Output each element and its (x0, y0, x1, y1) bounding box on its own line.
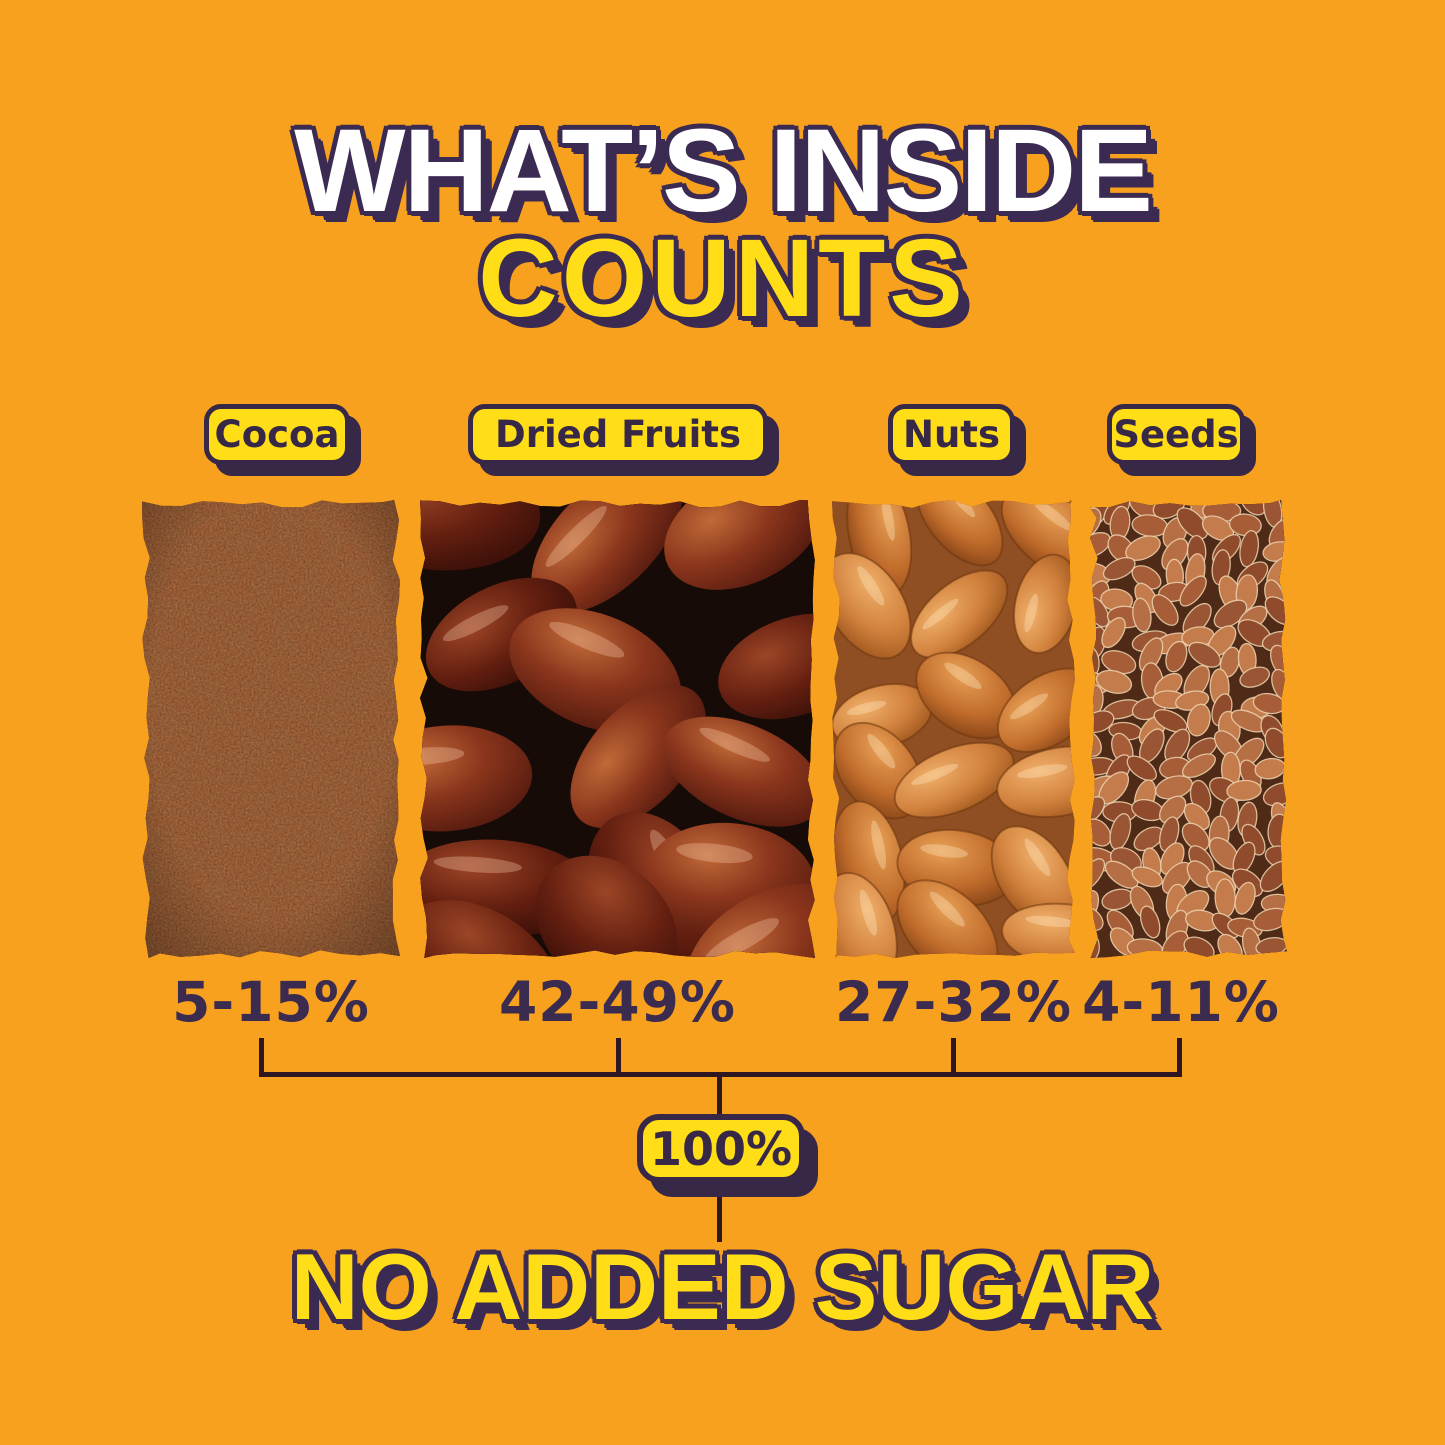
label-nuts: Nuts (902, 413, 1001, 456)
bracket-stem-bottom (717, 1190, 722, 1242)
no-added-sugar-caption: NO ADDED SUGAR (290, 1234, 1155, 1339)
bracket-tick-nuts (951, 1038, 956, 1075)
almonds-photo (832, 500, 1075, 958)
bracket-stem-top (717, 1077, 722, 1121)
label-pill-seeds: Seeds (1107, 404, 1245, 465)
label-seeds: Seeds (1113, 413, 1239, 456)
percent-cocoa: 5-15% (172, 970, 370, 1034)
page-title: WHAT’S INSIDE COUNTS (0, 105, 1445, 340)
bracket-horizontal-line (259, 1072, 1182, 1077)
label-pill-cocoa: Cocoa (204, 404, 350, 465)
title-line-2: COUNTS (478, 216, 967, 340)
title-line-1: WHAT’S INSIDE (294, 105, 1153, 237)
label-pill-nuts: Nuts (888, 404, 1015, 465)
total-badge-value: 100% (649, 1121, 793, 1176)
flax-seeds-photo (1090, 500, 1287, 958)
percent-seeds: 4-11% (1082, 970, 1280, 1034)
bracket-tick-seeds (1177, 1038, 1182, 1075)
bracket-tick-cocoa (259, 1038, 264, 1075)
cocoa-powder-photo (142, 500, 400, 958)
bracket-tick-dried-fruits (616, 1038, 621, 1075)
percent-dried-fruits: 42-49% (498, 970, 736, 1034)
total-badge: 100% (637, 1114, 805, 1183)
label-pill-dried-fruits: Dried Fruits (468, 404, 768, 465)
label-cocoa: Cocoa (214, 413, 340, 456)
percent-nuts: 27-32% (834, 970, 1072, 1034)
dates-photo (420, 500, 815, 958)
label-dried-fruits: Dried Fruits (495, 413, 741, 456)
